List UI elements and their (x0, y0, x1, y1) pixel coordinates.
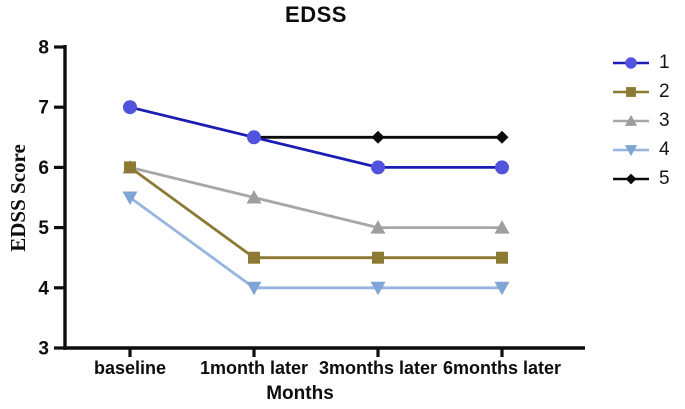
y-tick-label: 7 (38, 98, 49, 119)
legend-item-2: 2 (612, 81, 670, 102)
series-2-marker (372, 251, 384, 264)
legend-label: 1 (659, 52, 670, 73)
legend-key-circle-icon (613, 57, 649, 69)
series-3-marker (246, 190, 262, 204)
legend-key-triangle-up-icon (613, 114, 649, 126)
y-tick-label: 3 (38, 339, 49, 360)
x-category-label: 3months later (319, 358, 437, 378)
legend-key-marker (626, 87, 636, 97)
series-1-marker (371, 160, 385, 175)
legend-item-3: 3 (612, 110, 670, 131)
y-tick-label: 4 (38, 278, 49, 299)
series-4-marker (122, 191, 138, 205)
legend-key-marker (624, 114, 638, 126)
legend-item-5: 5 (612, 168, 670, 189)
series-2-line (129, 166, 502, 260)
series-1-marker (495, 160, 509, 175)
series-1-marker (247, 130, 261, 145)
series-1-line (129, 105, 502, 169)
series-3-line (129, 166, 502, 230)
legend-key-triangle-down-icon (613, 145, 649, 157)
legend-key-marker (624, 145, 638, 157)
legend-item-4: 4 (612, 139, 670, 160)
legend-label: 4 (659, 139, 670, 160)
legend-item-1: 1 (612, 52, 670, 73)
series-5-marker (495, 130, 509, 144)
legend-key-diamond-icon (613, 173, 649, 185)
legend-label: 3 (659, 110, 670, 131)
series-4-marker (370, 281, 386, 296)
series-2-marker (124, 161, 136, 174)
legend-key-marker (625, 57, 637, 69)
x-category-label: 6months later (443, 358, 561, 378)
series-3-marker (494, 220, 510, 234)
x-axis-title: Months (266, 383, 334, 404)
x-category-label: 1month later (200, 358, 308, 378)
series-4-marker (494, 281, 510, 296)
y-tick-label: 5 (38, 218, 49, 239)
series-5-marker (371, 130, 385, 144)
y-tick-label: 6 (38, 158, 49, 179)
legend-label: 2 (659, 81, 670, 102)
series-1-marker (123, 100, 137, 115)
series-2-marker (248, 251, 260, 264)
series-4-marker (246, 281, 262, 296)
legend-label: 5 (659, 168, 670, 189)
x-category-label: baseline (94, 358, 166, 378)
legend-key-marker (625, 173, 637, 185)
series-2-marker (496, 251, 508, 264)
y-tick-label: 8 (38, 38, 49, 59)
chart-legend: 1 2 3 4 5 (612, 52, 670, 189)
chart-title: EDSS (285, 2, 347, 27)
series-4-line (129, 196, 502, 290)
series-3-marker (370, 220, 386, 234)
legend-key-square-icon (613, 87, 649, 97)
